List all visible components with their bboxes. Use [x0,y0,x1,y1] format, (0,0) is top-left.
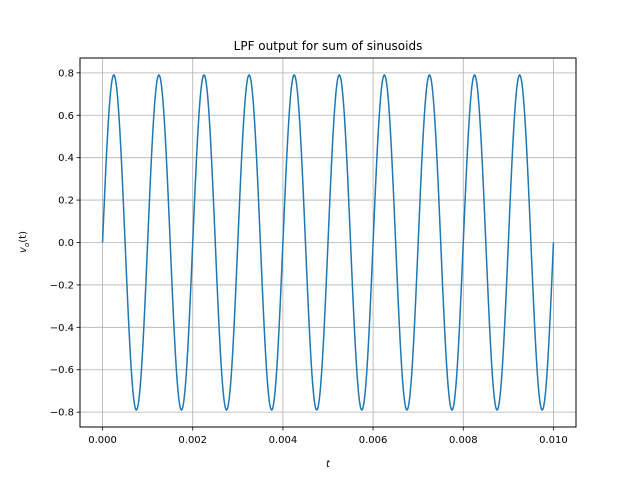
y-tick-label: −0.8 [50,408,74,419]
x-axis: 0.000 0.002 0.004 0.006 0.008 0.010 [88,427,568,446]
x-tick-label: 0.000 [88,435,117,446]
x-axis-label: t [326,459,331,470]
y-axis-label-subscript: o [23,243,31,247]
x-tick-label: 0.008 [449,435,478,446]
y-tick-label: 0.2 [58,196,74,207]
y-axis: −0.8 −0.6 −0.4 −0.2 0.0 0.2 0.4 0.6 0.8 [50,68,80,419]
y-tick-label: 0.6 [58,111,74,122]
y-axis-label-main: v [18,246,29,253]
x-tick-label: 0.010 [539,435,568,446]
chart-title: LPF output for sum of sinusoids [234,39,423,53]
y-tick-label: −0.2 [50,280,74,291]
y-tick-label: 0.4 [58,153,74,164]
plot-area [101,74,555,411]
y-tick-label: 0.0 [58,238,74,249]
y-tick-label: −0.6 [50,365,74,376]
series-line [101,74,555,411]
x-tick-label: 0.004 [269,435,298,446]
y-tick-label: 0.8 [58,68,74,79]
x-tick-label: 0.006 [359,435,388,446]
y-axis-label: vo(t) [18,231,31,253]
x-tick-label: 0.002 [178,435,207,446]
y-axis-label-tail: (t) [18,231,29,243]
y-tick-label: −0.4 [50,323,74,334]
